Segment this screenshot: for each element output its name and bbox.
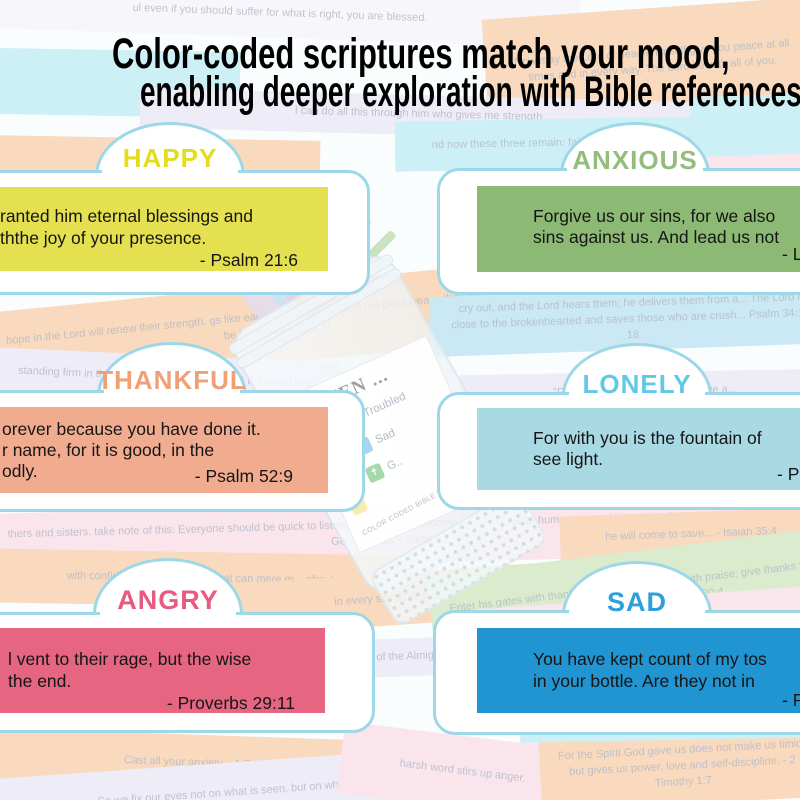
quote-line: see light. xyxy=(533,449,604,469)
mood-card-lonely: LONELY For with you is the fountain of s… xyxy=(437,343,800,510)
quote-line: odly. xyxy=(2,461,38,481)
card-bump-joint xyxy=(569,392,705,398)
card-bump-joint xyxy=(104,390,240,396)
mood-card-happy: HAPPY ranted him eternal blessings and t… xyxy=(0,122,370,295)
card-bump-joint xyxy=(100,612,236,618)
quote-line: r name, for it is good, in the xyxy=(2,440,215,460)
page-title: Color-coded scriptures match your mood, … xyxy=(0,30,800,117)
quote-line: in your bottle. Are they not in xyxy=(533,671,755,691)
mood-label: LONELY xyxy=(582,369,692,399)
card-bump-joint xyxy=(567,168,703,174)
mood-label: ANGRY xyxy=(117,585,219,615)
mood-label: THANKFUL xyxy=(97,365,247,395)
scripture-quote: orever because you have done it. r name,… xyxy=(0,407,328,493)
quote-line: You have kept count of my tos xyxy=(533,649,767,669)
scripture-quote: l vent to their rage, but the wise the e… xyxy=(0,628,325,713)
bible-reference: - L xyxy=(782,244,800,264)
headline-line-1: Color-coded scriptures match your mood, xyxy=(112,30,730,79)
mood-label: SAD xyxy=(606,587,667,617)
bible-reference: - Psalm 52:9 xyxy=(194,466,293,486)
quote-line: the end. xyxy=(8,671,72,691)
mood-label: HAPPY xyxy=(122,143,218,173)
scripture-quote: You have kept count of my tos in your bo… xyxy=(477,628,800,713)
quote-line: ththe joy of your presence. xyxy=(0,228,207,248)
bible-reference: - Proverbs 29:11 xyxy=(166,693,295,713)
mood-card-anxious: ANXIOUS Forgive us our sins, for we also… xyxy=(437,122,800,295)
quote-line: orever because you have done it. xyxy=(2,419,261,439)
quote-line: ranted him eternal blessings and xyxy=(0,206,253,226)
bible-reference: - Psalm 21:6 xyxy=(199,250,298,270)
mood-card-thankful: THANKFUL orever because you have done it… xyxy=(0,342,365,512)
scripture-quote: Forgive us our sins, for we also sins ag… xyxy=(477,186,800,272)
mood-card-angry: ANGRY l vent to their rage, but the wise… xyxy=(0,558,375,733)
mood-card-sad: SAD You have kept count of my tos in you… xyxy=(433,561,800,735)
mood-label: ANXIOUS xyxy=(572,145,698,175)
bible-reference: - P xyxy=(782,690,800,710)
quote-line: Forgive us our sins, for we also xyxy=(533,206,776,226)
card-bump-joint xyxy=(102,170,238,176)
quote-line: For with you is the fountain of xyxy=(533,428,762,448)
quote-line: sins against us. And lead us not xyxy=(533,227,780,247)
scripture-quote: ranted him eternal blessings and ththe j… xyxy=(0,187,328,271)
bible-reference: - P xyxy=(777,464,800,484)
quote-line: l vent to their rage, but the wise xyxy=(8,649,252,669)
card-bump-joint xyxy=(569,610,705,616)
headline-line-2: enabling deeper exploration with Bible r… xyxy=(140,68,800,117)
scripture-quote: For with you is the fountain of see ligh… xyxy=(477,408,800,490)
